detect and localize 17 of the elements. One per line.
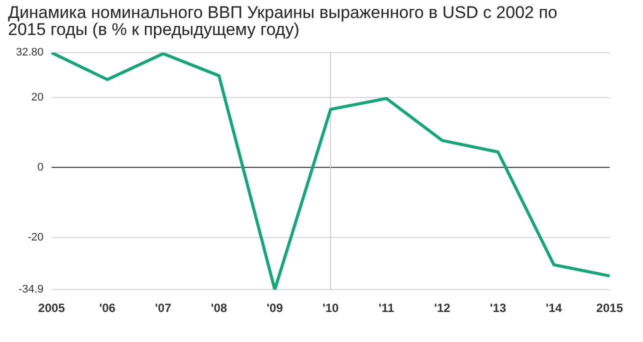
y-tick-label: 0 — [37, 161, 44, 174]
x-tick-label: '09 — [266, 301, 284, 316]
y-tick-label: 20 — [31, 91, 44, 104]
y-tick-label: -20 — [28, 231, 44, 244]
x-tick-label: '10 — [322, 301, 340, 316]
x-tick-label: 2015 — [596, 301, 624, 316]
x-tick-label: '12 — [434, 301, 451, 316]
y-tick-label: 32.80 — [16, 46, 44, 59]
x-tick-label: '14 — [546, 301, 562, 316]
x-tick-label: '13 — [490, 301, 506, 316]
x-tick-label: '11 — [378, 301, 394, 316]
x-tick-label: '08 — [210, 301, 228, 316]
x-tick-label: 2005 — [38, 301, 66, 316]
x-tick-label: '06 — [99, 301, 116, 316]
y-tick-label: -34.9 — [18, 284, 44, 296]
x-tick-label: '07 — [155, 301, 172, 316]
chart-title: Динамика номинального ВВП Украины выраженного в USD с 2002 по 2015 годы (в % к предыдущему году) — [8, 3, 558, 39]
